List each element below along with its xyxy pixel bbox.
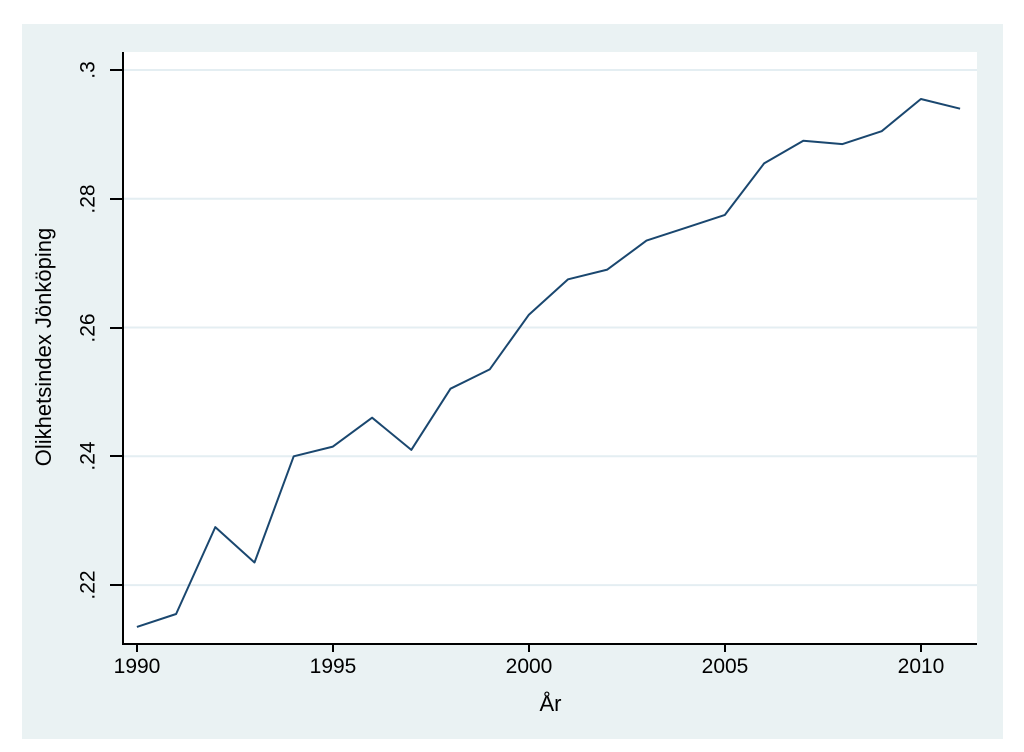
x-tick-mark: [724, 643, 726, 652]
trend-line: [136, 98, 961, 628]
y-tick-label: .24: [76, 441, 100, 471]
x-tick-mark: [528, 643, 530, 652]
y-tick-mark: [110, 69, 122, 71]
y-axis-title: Olikhetsindex Jönköping: [31, 227, 56, 467]
x-tick-mark: [920, 643, 922, 652]
x-tick-label: 1995: [309, 655, 357, 678]
x-tick-mark: [136, 643, 138, 652]
x-axis-title: År: [539, 691, 562, 716]
plot-area: Olikhetsindex Jönköping År .22 .24 .26 .28.…: [31, 52, 977, 715]
y-tick-mark: [110, 584, 122, 586]
x-tick-label: 2010: [897, 655, 945, 678]
y-tick-label: .3: [76, 61, 100, 79]
x-tick-label: 2000: [505, 655, 553, 678]
y-tick-label: .28: [76, 184, 100, 214]
x-tick-label: 1990: [113, 655, 161, 678]
x-tick-label: 2005: [701, 655, 749, 678]
x-tick-mark: [332, 643, 334, 652]
y-tick-label: .22: [76, 570, 100, 600]
y-tick-mark: [110, 455, 122, 457]
y-tick-mark: [110, 198, 122, 200]
line-chart-svg: [124, 69, 977, 628]
y-tick-mark: [110, 327, 122, 329]
y-tick-label: .26: [76, 313, 100, 343]
chart-container: Olikhetsindex Jönköping År .22 .24 .26 .28.…: [22, 24, 1003, 739]
